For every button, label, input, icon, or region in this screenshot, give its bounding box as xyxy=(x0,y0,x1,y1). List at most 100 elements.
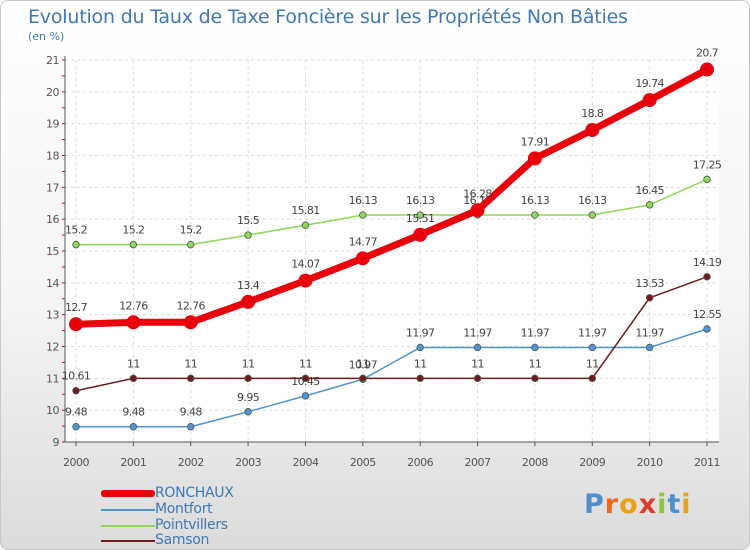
legend-label-montfort: Montfort xyxy=(155,501,213,517)
data-point-montfort xyxy=(187,423,195,431)
data-label-samson: 11 xyxy=(529,357,542,370)
data-label-ronchaux: 15.51 xyxy=(406,212,435,225)
data-label-montfort: 11.97 xyxy=(521,326,550,339)
data-label-ronchaux: 12.7 xyxy=(65,301,88,314)
y-tick-label: 17 xyxy=(46,181,59,194)
data-point-ronchaux xyxy=(642,93,657,108)
data-label-samson: 10.61 xyxy=(62,370,91,383)
proxiti-logo: Proxiti xyxy=(584,489,692,520)
data-label-montfort: 9.48 xyxy=(122,406,145,419)
legend-swatch-montfort xyxy=(101,509,155,511)
data-label-ronchaux: 12.76 xyxy=(176,299,205,312)
series-line-ronchaux xyxy=(72,66,711,328)
data-label-pointvillers: 16.13 xyxy=(349,194,378,207)
data-point-pointvillers xyxy=(244,231,252,239)
data-label-samson: 11 xyxy=(356,357,369,370)
data-label-montfort: 12.55 xyxy=(693,308,722,321)
data-label-ronchaux: 12.76 xyxy=(119,299,148,312)
data-label-pointvillers: 16.13 xyxy=(578,194,607,207)
data-label-ronchaux: 17.91 xyxy=(521,135,550,148)
data-point-samson xyxy=(588,374,596,383)
data-point-samson xyxy=(301,374,310,383)
data-point-pointvillers xyxy=(129,240,138,249)
y-tick-label: 11 xyxy=(46,372,59,385)
data-label-pointvillers: 16.13 xyxy=(521,194,550,207)
data-point-montfort xyxy=(244,408,252,416)
x-tick-label: 2003 xyxy=(235,456,261,469)
x-tick-label: 2000 xyxy=(63,456,89,469)
data-label-samson: 11 xyxy=(127,357,140,370)
data-label-samson: 11 xyxy=(184,357,197,370)
data-label-pointvillers: 15.2 xyxy=(122,224,144,237)
data-point-pointvillers xyxy=(645,201,654,209)
data-label-pointvillers: 16.45 xyxy=(635,184,664,197)
data-point-samson xyxy=(359,374,367,383)
data-point-pointvillers xyxy=(531,211,539,219)
x-tick-label: 2011 xyxy=(694,456,720,469)
data-label-pointvillers: 17.25 xyxy=(693,158,722,171)
data-point-pointvillers xyxy=(72,240,80,249)
data-point-samson xyxy=(531,374,539,383)
data-label-samson: 11 xyxy=(471,357,484,370)
x-tick-label: 2004 xyxy=(292,456,318,469)
x-tick-label: 2009 xyxy=(579,456,605,469)
data-point-ronchaux xyxy=(183,315,198,330)
data-point-samson xyxy=(416,374,424,383)
data-point-pointvillers xyxy=(588,211,596,219)
x-tick-label: 2007 xyxy=(465,456,491,469)
data-label-ronchaux: 20.7 xyxy=(696,47,719,60)
data-label-montfort: 9.48 xyxy=(65,406,88,419)
data-point-ronchaux xyxy=(69,317,83,332)
data-label-samson: 13.53 xyxy=(635,277,664,290)
data-point-montfort xyxy=(473,343,482,352)
series-line-pointvillers xyxy=(75,178,708,246)
data-point-pointvillers xyxy=(416,211,424,219)
data-point-samson xyxy=(244,374,252,383)
data-point-ronchaux xyxy=(413,227,428,242)
data-point-montfort xyxy=(72,423,80,431)
x-tick-label: 2006 xyxy=(407,456,433,469)
data-point-ronchaux xyxy=(585,123,600,138)
y-tick-label: 20 xyxy=(46,86,59,99)
data-label-ronchaux: 18.8 xyxy=(581,107,604,120)
chart-title: Evolution du Taux de Taxe Foncière sur l… xyxy=(28,6,628,28)
data-point-pointvillers xyxy=(301,221,310,229)
data-label-ronchaux: 16.28 xyxy=(463,187,492,200)
data-point-montfort xyxy=(703,325,711,333)
data-point-montfort xyxy=(416,343,424,352)
x-tick-label: 2005 xyxy=(350,456,376,469)
data-point-ronchaux xyxy=(470,203,485,218)
legend-label-ronchaux: RONCHAUX xyxy=(155,485,234,501)
y-tick-label: 10 xyxy=(46,404,59,417)
data-point-montfort xyxy=(129,423,138,431)
legend-swatch-pointvillers xyxy=(101,525,155,527)
data-point-montfort xyxy=(645,343,654,352)
data-point-pointvillers xyxy=(703,175,711,184)
x-tick-label: 2008 xyxy=(522,456,548,469)
data-label-pointvillers: 15.2 xyxy=(65,224,87,237)
data-point-ronchaux xyxy=(355,251,370,266)
legend-swatch-samson xyxy=(101,540,155,542)
data-label-pointvillers: 16.13 xyxy=(406,194,435,207)
data-point-samson xyxy=(703,273,711,281)
data-point-ronchaux xyxy=(241,294,256,309)
data-point-samson xyxy=(645,294,654,302)
x-tick-label: 2010 xyxy=(637,456,663,469)
data-label-samson: 11 xyxy=(414,357,427,370)
legend-label-samson: Samson xyxy=(155,532,210,548)
data-point-ronchaux xyxy=(126,315,141,330)
data-label-montfort: 10.97 xyxy=(349,358,378,371)
data-point-ronchaux xyxy=(527,151,542,166)
data-point-samson xyxy=(473,374,482,383)
y-tick-label: 16 xyxy=(46,213,59,226)
data-point-samson xyxy=(72,387,80,395)
data-point-pointvillers xyxy=(359,211,367,219)
y-tick-label: 21 xyxy=(46,54,59,67)
data-label-montfort: 9.95 xyxy=(237,391,260,404)
y-tick-label: 9 xyxy=(53,436,60,449)
data-label-samson: 11 xyxy=(242,357,255,370)
data-point-samson xyxy=(187,374,195,383)
y-tick-label: 13 xyxy=(46,309,59,322)
y-axis-unit-label: (en %) xyxy=(28,30,65,43)
